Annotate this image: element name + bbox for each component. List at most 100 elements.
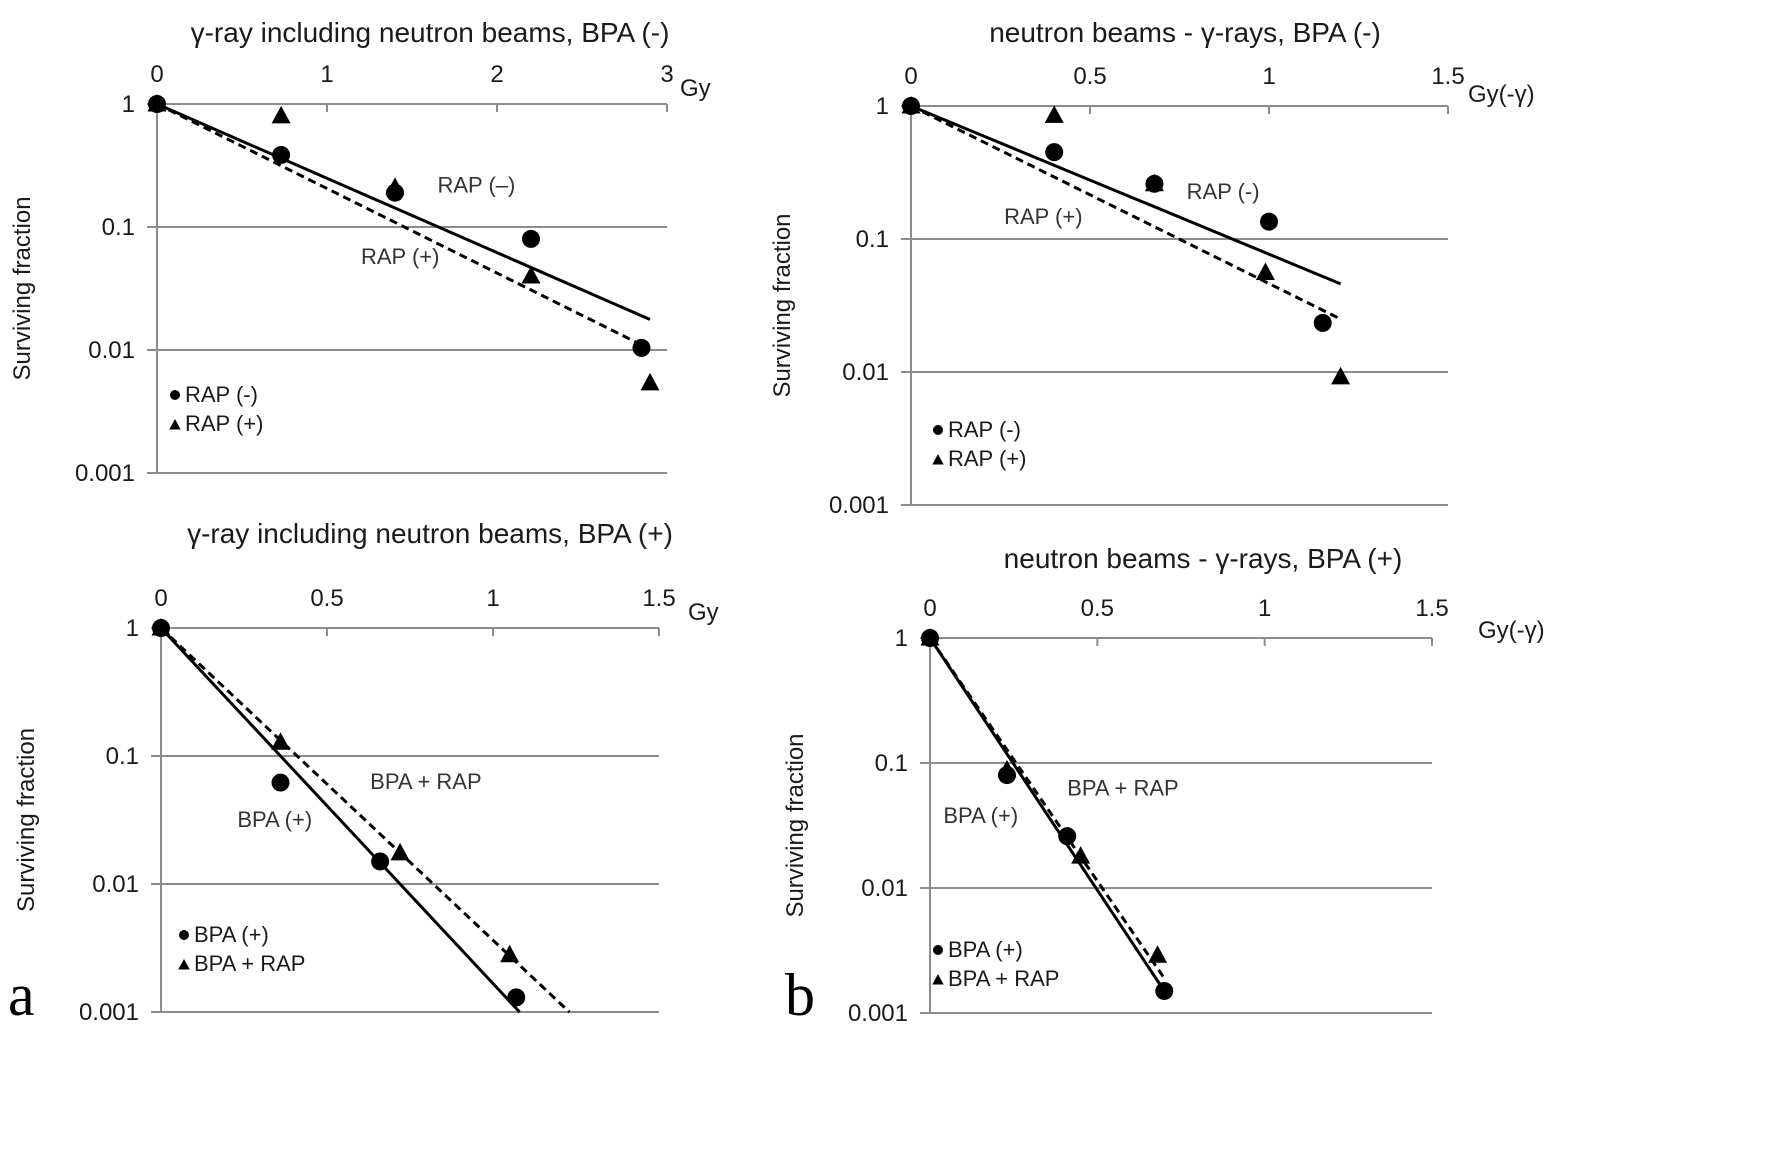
y-tick-label-a-bottom-1: 0.1 xyxy=(106,743,139,770)
x-tick-label-b-top-1: 0.5 xyxy=(1073,63,1106,90)
data-point-b-bottom-s1-p0 xyxy=(920,628,940,646)
panel-letter-b-bottom: b xyxy=(785,962,815,1028)
legend-label-a-top-1: RAP (+) xyxy=(185,411,263,436)
data-point-a-top-s1-p2 xyxy=(385,177,405,195)
x-tick-label-a-top-1: 1 xyxy=(320,61,333,88)
data-point-a-bottom-s1-p1 xyxy=(271,732,291,750)
chart-title-b-bottom: neutron beams - γ-rays, BPA (+) xyxy=(1004,543,1403,574)
annotation-a-bottom-0: BPA + RAP xyxy=(370,769,481,794)
data-point-b-bottom-s1-p2 xyxy=(1071,846,1091,864)
x-tick-label-b-bottom-2: 1 xyxy=(1258,595,1271,622)
legend-marker-a-top-0 xyxy=(170,390,180,400)
x-tick-label-a-bottom-1: 0.5 xyxy=(310,585,343,612)
legend-label-b-bottom-1: BPA + RAP xyxy=(948,966,1059,991)
data-point-b-bottom-s1-p3 xyxy=(1148,945,1168,963)
legend-label-b-top-1: RAP (+) xyxy=(948,446,1026,471)
x-tick-label-b-bottom-3: 1.5 xyxy=(1415,595,1448,622)
chart-title-a-top: γ-ray including neutron beams, BPA (-) xyxy=(191,17,670,48)
x-tick-label-b-top-0: 0 xyxy=(904,63,917,90)
annotation-b-top-1: RAP (+) xyxy=(1004,204,1082,229)
fit-line-a-top-0 xyxy=(156,102,651,321)
data-point-a-top-s1-p1 xyxy=(271,105,291,124)
panel-letter-a-bottom: a xyxy=(8,962,35,1028)
annotation-b-bottom-1: BPA (+) xyxy=(943,803,1018,828)
chart-title-b-top: neutron beams - γ-rays, BPA (-) xyxy=(989,17,1381,48)
y-tick-label-a-top-1: 0.1 xyxy=(102,214,135,241)
annotation-a-bottom-1: BPA (+) xyxy=(237,807,312,832)
data-point-b-top-s0-p3 xyxy=(1260,212,1278,231)
y-tick-label-b-top-1: 0.1 xyxy=(856,226,889,253)
y-tick-label-a-bottom-3: 0.001 xyxy=(79,999,139,1026)
x-axis-label-a-bottom: Gy xyxy=(688,599,719,626)
x-tick-label-b-bottom-1: 0.5 xyxy=(1081,595,1114,622)
fit-line-a-bottom-0 xyxy=(159,626,521,1014)
data-point-b-top-s1-p0 xyxy=(901,96,921,114)
y-tick-label-a-top-3: 0.001 xyxy=(75,460,135,487)
data-point-a-bottom-s1-p2 xyxy=(390,842,410,861)
y-tick-label-a-bottom-2: 0.01 xyxy=(92,871,139,898)
legend-label-a-bottom-1: BPA + RAP xyxy=(194,951,305,976)
annotation-a-top-1: RAP (+) xyxy=(361,244,439,269)
legend-marker-b-bottom-0 xyxy=(933,945,943,955)
data-point-b-top-s0-p1 xyxy=(1045,143,1064,162)
data-point-b-top-s1-p3 xyxy=(1255,262,1275,280)
legend-marker-a-top-1 xyxy=(169,419,181,430)
data-point-a-bottom-s0-p2 xyxy=(371,852,390,871)
y-tick-label-b-bottom-1: 0.1 xyxy=(875,750,908,777)
data-point-a-bottom-s1-p3 xyxy=(500,944,520,963)
fit-line-b-top-1 xyxy=(910,104,1342,321)
legend-label-a-top-0: RAP (-) xyxy=(185,382,258,407)
y-axis-label-a-top: Surviving fraction xyxy=(9,196,36,380)
fit-line-a-bottom-1 xyxy=(159,626,571,1014)
legend-marker-b-top-1 xyxy=(932,454,944,465)
y-axis-label-b-bottom: Surviving fraction xyxy=(782,733,809,917)
data-point-b-top-s1-p4 xyxy=(1331,366,1351,385)
annotation-b-bottom-0: BPA + RAP xyxy=(1067,775,1178,800)
x-axis-label-a-top: Gy xyxy=(680,75,711,102)
y-tick-label-a-bottom-0: 1 xyxy=(126,615,139,642)
y-tick-label-b-bottom-3: 0.001 xyxy=(848,1000,908,1027)
data-point-a-top-s1-p0 xyxy=(147,94,167,112)
data-point-a-top-s0-p4 xyxy=(632,338,651,357)
data-point-b-bottom-s0-p2 xyxy=(1058,827,1077,846)
legend-marker-b-top-0 xyxy=(933,425,943,435)
data-point-a-top-s1-p4 xyxy=(640,372,660,391)
data-point-b-bottom-s1-p1 xyxy=(997,759,1017,778)
annotation-a-top-0: RAP (–) xyxy=(438,173,516,198)
legend-marker-a-bottom-1 xyxy=(178,959,190,970)
x-tick-label-b-top-3: 1.5 xyxy=(1431,63,1464,90)
x-tick-label-a-top-2: 2 xyxy=(490,61,503,88)
x-tick-label-a-top-0: 0 xyxy=(150,61,163,88)
data-point-a-bottom-s1-p0 xyxy=(151,618,171,636)
data-point-a-top-s1-p3 xyxy=(521,265,541,284)
x-tick-label-a-top-3: 3 xyxy=(660,61,673,88)
y-tick-label-b-bottom-0: 1 xyxy=(895,625,908,652)
y-tick-label-b-bottom-2: 0.01 xyxy=(861,875,908,902)
data-point-b-top-s1-p2 xyxy=(1144,173,1164,192)
chart-title-a-bottom: γ-ray including neutron beams, BPA (+) xyxy=(187,518,673,549)
legend-marker-a-bottom-0 xyxy=(179,930,189,940)
data-point-a-top-s0-p1 xyxy=(272,145,291,164)
y-tick-label-b-top-2: 0.01 xyxy=(842,359,889,386)
y-axis-label-a-bottom: Surviving fraction xyxy=(13,728,40,912)
x-tick-label-b-bottom-0: 0 xyxy=(923,595,936,622)
data-point-a-bottom-s0-p3 xyxy=(507,988,526,1007)
legend-label-b-bottom-0: BPA (+) xyxy=(948,937,1023,962)
x-tick-label-a-bottom-0: 0 xyxy=(154,585,167,612)
legend-label-b-top-0: RAP (-) xyxy=(948,417,1021,442)
legend-label-a-bottom-0: BPA (+) xyxy=(194,922,269,947)
data-point-a-top-s0-p3 xyxy=(522,229,540,248)
data-point-b-top-s1-p1 xyxy=(1044,105,1064,123)
x-tick-label-b-top-2: 1 xyxy=(1262,63,1275,90)
annotation-b-top-0: RAP (-) xyxy=(1187,179,1260,204)
x-tick-label-a-bottom-2: 1 xyxy=(486,585,499,612)
x-axis-label-b-bottom: Gy(-γ) xyxy=(1478,617,1545,644)
fit-line-a-top-1 xyxy=(156,102,643,347)
y-tick-label-a-top-2: 0.01 xyxy=(88,337,135,364)
y-axis-label-b-top: Surviving fraction xyxy=(769,213,796,397)
x-axis-label-b-top: Gy(-γ) xyxy=(1468,81,1535,108)
data-point-a-bottom-s0-p1 xyxy=(271,773,290,792)
x-tick-label-a-bottom-3: 1.5 xyxy=(642,585,675,612)
fit-line-b-bottom-1 xyxy=(928,637,1166,980)
legend-marker-b-bottom-1 xyxy=(932,974,944,985)
